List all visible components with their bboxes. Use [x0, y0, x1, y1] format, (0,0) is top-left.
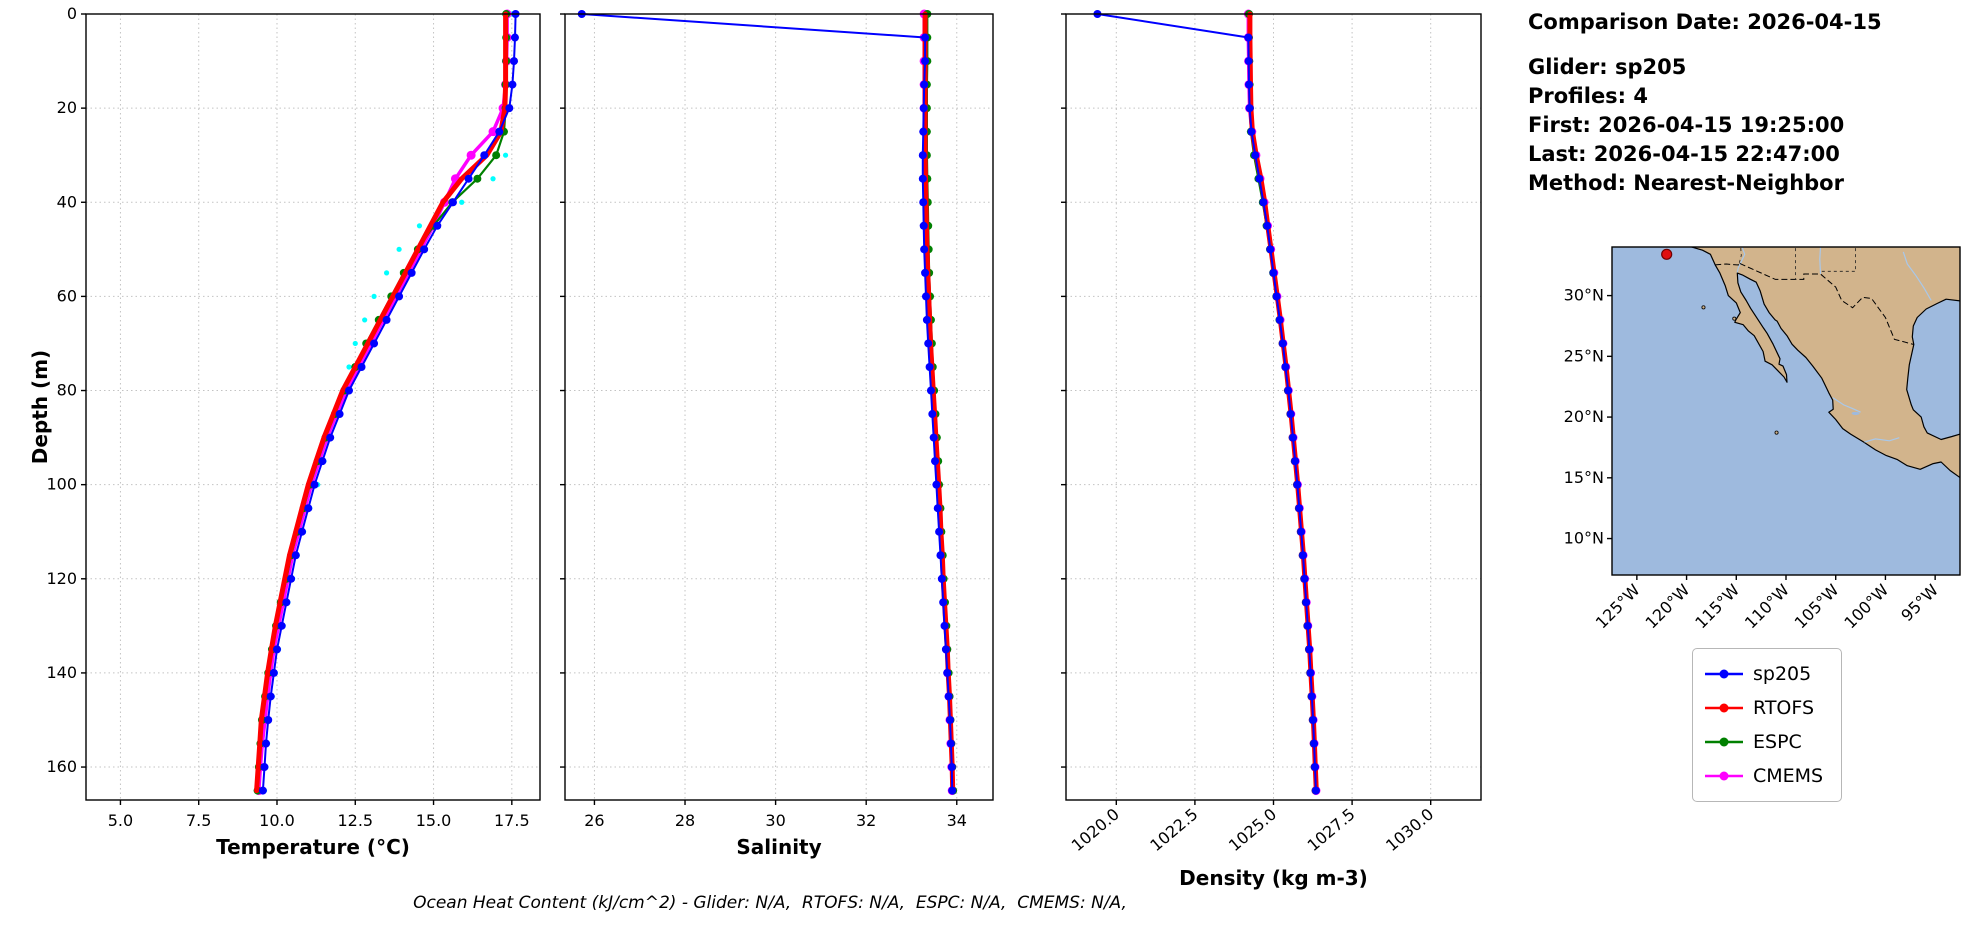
comparison-date-title: Comparison Date: 2026-04-15: [1528, 10, 1882, 34]
svg-text:30: 30: [765, 811, 785, 830]
svg-text:1020.0: 1020.0: [1068, 805, 1123, 856]
legend-label: CMEMS: [1753, 765, 1824, 787]
svg-text:20°N: 20°N: [1564, 407, 1604, 426]
svg-text:Salinity: Salinity: [736, 835, 821, 859]
legend-marker-rtofs: [1705, 703, 1743, 713]
svg-text:60: 60: [57, 286, 77, 305]
svg-text:125°W: 125°W: [1592, 580, 1644, 632]
svg-text:15.0: 15.0: [416, 811, 452, 830]
svg-text:160: 160: [46, 757, 77, 776]
svg-text:0: 0: [67, 4, 77, 23]
legend-marker-cmems: [1705, 771, 1743, 781]
legend-marker-espc: [1705, 737, 1743, 747]
comparison-info: Comparison Date: 2026-04-15 Glider: sp20…: [1528, 8, 1978, 198]
svg-text:120: 120: [46, 569, 77, 588]
legend-item-sp205: sp205: [1703, 657, 1823, 691]
svg-text:1022.5: 1022.5: [1146, 805, 1201, 856]
legend-label: RTOFS: [1753, 697, 1815, 719]
svg-text:17.5: 17.5: [494, 811, 530, 830]
first-time-line: First: 2026-04-15 19:25:00: [1528, 113, 1845, 137]
svg-text:120°W: 120°W: [1642, 580, 1694, 632]
svg-text:28: 28: [675, 811, 695, 830]
svg-text:12.5: 12.5: [337, 811, 373, 830]
svg-text:105°W: 105°W: [1791, 580, 1843, 632]
legend: sp205 RTOFS ESPC CMEMS: [1692, 648, 1843, 802]
svg-text:80: 80: [57, 381, 77, 400]
svg-text:Temperature (°C): Temperature (°C): [216, 835, 410, 859]
svg-text:5.0: 5.0: [108, 811, 133, 830]
profiles-line: Profiles: 4: [1528, 84, 1649, 108]
glider-id-line: Glider: sp205: [1528, 55, 1687, 79]
svg-text:95°W: 95°W: [1897, 580, 1942, 625]
svg-text:20: 20: [57, 98, 77, 117]
svg-text:25°N: 25°N: [1564, 346, 1604, 365]
ohc-caption: Ocean Heat Content (kJ/cm^2) - Glider: N…: [413, 893, 1127, 913]
svg-text:1025.0: 1025.0: [1225, 805, 1280, 856]
svg-text:30°N: 30°N: [1564, 286, 1604, 305]
svg-text:15°N: 15°N: [1564, 468, 1604, 487]
density-profile-chart: 1020.0 1022.5 1025.0 1027.5 1030.0 Density (k…: [1061, 9, 1482, 890]
svg-text:32: 32: [856, 811, 876, 830]
legend-label: sp205: [1753, 663, 1812, 685]
svg-text:Depth (m): Depth (m): [30, 350, 52, 464]
legend-item-espc: ESPC: [1703, 725, 1823, 759]
svg-text:100°W: 100°W: [1840, 580, 1892, 632]
svg-text:10°N: 10°N: [1564, 529, 1604, 548]
svg-text:Density (kg m-3): Density (kg m-3): [1179, 866, 1368, 890]
svg-text:110°W: 110°W: [1741, 580, 1793, 632]
svg-text:1030.0: 1030.0: [1382, 805, 1437, 856]
info-spacer: [1528, 37, 1978, 53]
salinity-profile-chart: 26 28 30 32 34 Salinity: [560, 9, 994, 859]
svg-text:10.0: 10.0: [259, 811, 295, 830]
svg-text:1027.5: 1027.5: [1304, 805, 1359, 856]
glider-position-marker: [1661, 248, 1673, 260]
svg-text:100: 100: [46, 475, 77, 494]
svg-text:140: 140: [46, 663, 77, 682]
temperature-profile-chart: 5.0 7.5 10.0 12.5 15.0 17.5 0 20 40 60 80 100 120 140…: [30, 4, 541, 859]
legend-marker-sp205: [1705, 669, 1743, 679]
legend-label: ESPC: [1753, 731, 1802, 753]
svg-text:34: 34: [947, 811, 967, 830]
legend-item-rtofs: RTOFS: [1703, 691, 1823, 725]
svg-text:40: 40: [57, 192, 77, 211]
svg-text:115°W: 115°W: [1691, 580, 1743, 632]
legend-item-cmems: CMEMS: [1703, 759, 1823, 793]
svg-text:26: 26: [584, 811, 604, 830]
svg-text:7.5: 7.5: [186, 811, 211, 830]
last-time-line: Last: 2026-04-15 22:47:00: [1528, 142, 1840, 166]
method-line: Method: Nearest-Neighbor: [1528, 171, 1844, 195]
